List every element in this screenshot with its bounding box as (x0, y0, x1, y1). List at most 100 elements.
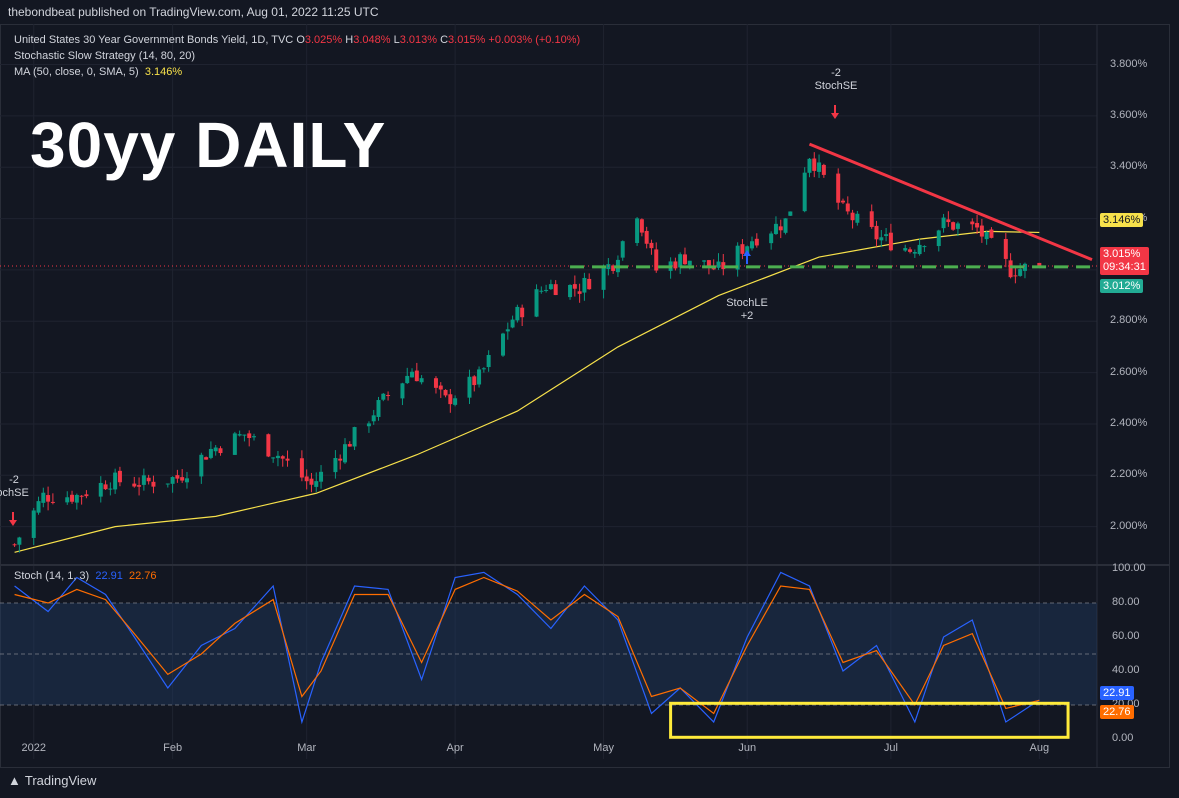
candle-body (41, 492, 46, 503)
candle-body (735, 245, 740, 270)
price-tick-label: 2.600% (1110, 365, 1148, 378)
candle-body (1008, 260, 1013, 278)
candle-body (117, 470, 122, 483)
overlay-title: 30yy DAILY (30, 109, 387, 181)
candle-body (750, 241, 755, 249)
candle-body (754, 238, 759, 246)
candle-body (433, 378, 438, 388)
candle-body (553, 284, 558, 296)
top-bar (0, 0, 1179, 24)
candle-body (951, 222, 956, 230)
candle-body (141, 475, 146, 485)
stoch-k-tag: 22.91 (1100, 686, 1134, 700)
chart-frame (0, 24, 1170, 768)
x-tick-label: 2022 (21, 742, 45, 754)
candle-body (98, 482, 103, 497)
candle-body (879, 237, 884, 241)
candle-body (338, 458, 343, 461)
candle-body (855, 213, 860, 223)
candle-body (869, 211, 874, 227)
x-axis: 2022 Feb Mar Apr May Jun Jul Aug (21, 742, 1049, 754)
candle-body (199, 454, 204, 477)
candle-body (884, 234, 889, 236)
candle-body (975, 222, 980, 228)
candle-body (721, 262, 726, 270)
candle-body (1013, 275, 1018, 277)
candle-body (649, 242, 654, 249)
signal-stochse-peak: -2 StochSE (814, 67, 858, 92)
price-tick-label: 3.800% (1110, 57, 1148, 70)
stoch-legend[interactable]: Stoch (14, 1, 3) 22.91 22.76 (14, 570, 157, 582)
candle-body (936, 230, 941, 247)
candle-body (821, 164, 826, 175)
candle-body (84, 494, 89, 497)
candle-body (70, 494, 75, 502)
candle-body (946, 219, 951, 223)
candle-body (405, 375, 410, 384)
candle-body (802, 172, 807, 212)
chart-svg[interactable]: 2022 Feb Mar Apr May Jun Jul Aug (0, 24, 1170, 768)
candle-body (352, 427, 357, 447)
candle-body (438, 385, 443, 390)
candle-body (577, 291, 582, 294)
candle-body (1018, 269, 1023, 276)
candle-body (79, 495, 84, 497)
candle-body (386, 395, 391, 397)
candle-body (137, 485, 142, 487)
last-price-tag: 3.015% 09:34:31 (1100, 247, 1149, 275)
candle-body (467, 376, 472, 398)
candle-body (888, 232, 893, 251)
candle-body (184, 478, 189, 483)
candle-body (453, 398, 458, 405)
candle-body (347, 444, 352, 447)
x-tick-label: Jun (738, 742, 756, 754)
x-tick-label: Aug (1030, 742, 1050, 754)
candle-body (745, 246, 750, 254)
candle-body (333, 458, 338, 473)
symbol-label[interactable]: United States 30 Year Government Bonds Y… (14, 34, 294, 46)
candle-body (410, 371, 415, 378)
ma-legend[interactable]: MA (50, close, 0, SMA, 5) 3.146% (14, 66, 183, 78)
stoch-layer (14, 571, 1070, 739)
candle-body (309, 478, 314, 485)
stoch-tick-label: 80.00 (1112, 596, 1140, 608)
candle-body (342, 444, 347, 463)
candle-body (970, 221, 975, 225)
candle-body (673, 261, 678, 269)
candle-body (687, 260, 692, 266)
candle-body (836, 173, 841, 203)
x-tick-label: Apr (447, 742, 464, 754)
candle-body (917, 244, 922, 255)
strategy-label[interactable]: Stochastic Slow Strategy (14, 80, 20) (14, 50, 195, 62)
candle-body (376, 400, 381, 417)
candle-body (252, 436, 257, 438)
candle-body (151, 481, 156, 487)
candle-body (314, 481, 319, 487)
candle-body (984, 231, 989, 240)
candle-body (544, 289, 549, 291)
candle-body (414, 370, 419, 382)
candle-body (103, 484, 108, 490)
candle-body (36, 501, 41, 513)
candle-body (620, 241, 625, 258)
candle-body (903, 248, 908, 251)
signal-stochle: StochLE +2 (726, 297, 768, 322)
candle-body (285, 458, 290, 461)
candle-body (165, 483, 170, 485)
candle-body (922, 246, 927, 248)
candle-body (170, 477, 175, 484)
candle-body (108, 488, 113, 490)
candle-body (419, 378, 424, 383)
support-price-tag: 3.012% (1100, 279, 1144, 293)
candle-body (611, 265, 616, 271)
candle-body (783, 218, 788, 233)
tradingview-logo[interactable]: ▲ TradingView (8, 773, 97, 788)
candle-body (716, 261, 721, 268)
candle-body (280, 456, 285, 459)
candle-body (874, 225, 879, 240)
candle-body (534, 289, 539, 317)
candle-body (371, 415, 376, 422)
price-tick-label: 3.400% (1110, 160, 1148, 173)
candle-body (46, 495, 51, 502)
